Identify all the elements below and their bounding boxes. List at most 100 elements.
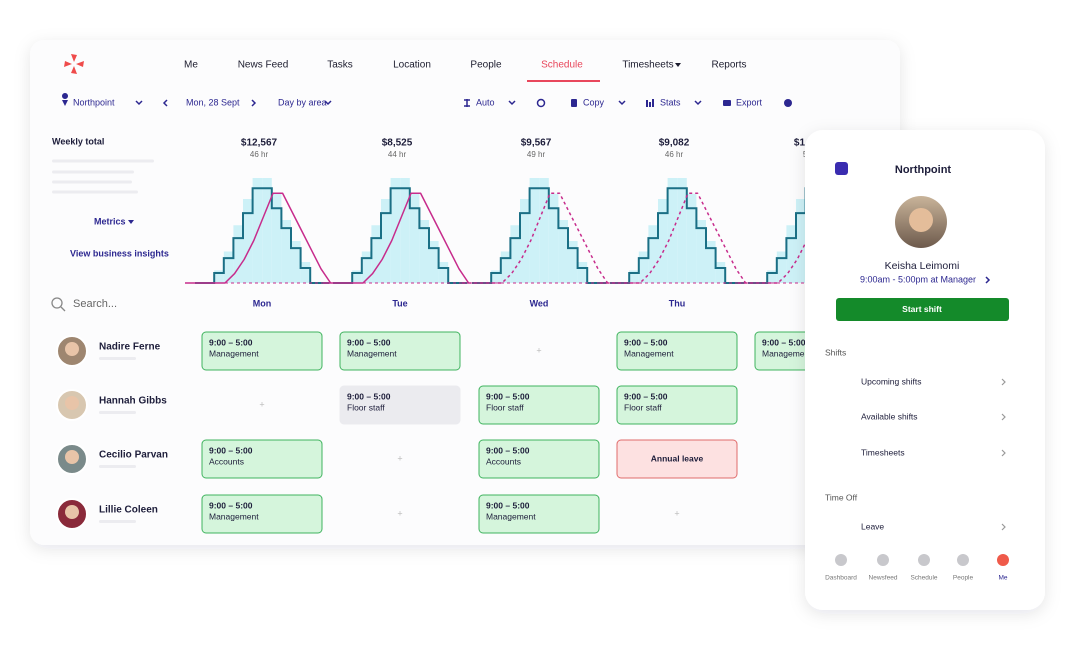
- start-shift-button[interactable]: Start shift: [902, 304, 942, 314]
- tab-label[interactable]: Newsfeed: [869, 575, 898, 582]
- placeholder-line: [52, 170, 134, 174]
- day-hours: 46 hr: [250, 150, 269, 159]
- day-cost: $12,567: [241, 138, 278, 149]
- shift-card[interactable]: [616, 439, 738, 479]
- nav-item[interactable]: Timesheets: [622, 60, 673, 71]
- add-shift[interactable]: +: [397, 508, 402, 518]
- nav-item[interactable]: Me: [184, 60, 198, 71]
- demand-bar: [786, 225, 796, 283]
- demand-bar: [371, 225, 381, 283]
- staff-name[interactable]: Lillie Coleen: [99, 505, 158, 516]
- nav-item[interactable]: Location: [393, 60, 431, 71]
- shift-card[interactable]: [616, 385, 738, 425]
- demand-bar: [400, 178, 410, 283]
- placeholder-line: [99, 411, 136, 414]
- shift-card[interactable]: [201, 494, 323, 534]
- add-shift[interactable]: +: [536, 345, 541, 355]
- chevron-right: [1001, 378, 1006, 386]
- shift-role: Management: [347, 348, 397, 358]
- shift-card[interactable]: [616, 331, 738, 371]
- user-shift[interactable]: 9:00am - 5:00pm at Manager: [860, 274, 976, 284]
- dropdown-arrow: [128, 220, 134, 224]
- tab-label[interactable]: Schedule: [910, 575, 937, 582]
- day-cost: $10,267: [794, 138, 831, 149]
- shift-card[interactable]: [339, 331, 461, 371]
- menu-item[interactable]: Available shifts: [861, 411, 918, 421]
- demand-bar: [361, 251, 372, 283]
- staff-name[interactable]: Hannah Gibbs: [99, 396, 167, 407]
- shift-card[interactable]: [478, 439, 600, 479]
- export-button[interactable]: Export: [736, 97, 763, 107]
- demand-bar: [429, 241, 439, 283]
- demand-bar: [438, 262, 449, 283]
- shift-role: Accounts: [486, 456, 521, 466]
- prev-arrow[interactable]: [162, 99, 168, 107]
- shift-card[interactable]: [478, 385, 600, 425]
- shift-role: Management: [486, 511, 536, 521]
- view-select[interactable]: Day by area: [278, 97, 327, 107]
- settings-button[interactable]: [784, 99, 792, 107]
- metrics-dropdown[interactable]: Metrics: [94, 216, 126, 226]
- shift-time: 9:00 – 5:00: [209, 445, 253, 455]
- shift-card[interactable]: [201, 439, 323, 479]
- avatar-face: [65, 342, 79, 356]
- add-shift[interactable]: +: [397, 453, 402, 463]
- date-label: Mon, 28 Sept: [186, 97, 240, 107]
- tab-label[interactable]: Dashboard: [825, 575, 857, 582]
- menu-item[interactable]: Upcoming shifts: [861, 376, 921, 386]
- tab-label[interactable]: People: [953, 575, 974, 582]
- nav-item[interactable]: People: [470, 60, 502, 71]
- add-shift[interactable]: +: [674, 508, 679, 518]
- search-input[interactable]: Search...: [73, 298, 117, 310]
- day-name: Thu: [669, 298, 686, 308]
- leave-label: Annual leave: [651, 453, 704, 463]
- shift-card[interactable]: [754, 331, 875, 371]
- auto-icon: [464, 99, 470, 107]
- day-hours: 49 hr: [527, 150, 546, 159]
- shift-role: Management: [209, 348, 259, 358]
- refresh-button[interactable]: [536, 98, 546, 108]
- demand-bar: [381, 199, 391, 283]
- day-cost: $8,525: [382, 138, 413, 149]
- menu-item[interactable]: Timesheets: [861, 447, 905, 457]
- shift-time: 9:00 – 5:00: [624, 337, 668, 347]
- shift-card[interactable]: [339, 385, 461, 425]
- nav-item[interactable]: Reports: [711, 60, 746, 71]
- staffing-line: [195, 187, 330, 284]
- section-title: Shifts: [825, 347, 846, 357]
- add-shift[interactable]: +: [259, 399, 264, 409]
- demand-bar: [629, 270, 639, 283]
- demand-bar: [577, 262, 588, 283]
- location-select[interactable]: Northpoint: [73, 97, 115, 107]
- demand-bar: [491, 270, 501, 283]
- next-arrow[interactable]: [251, 99, 257, 107]
- chevron-right: [1001, 449, 1006, 457]
- day-cost: $9,082: [659, 138, 690, 149]
- nav-item[interactable]: News Feed: [238, 60, 289, 71]
- shift-card[interactable]: [478, 494, 600, 534]
- day-cost: $9,567: [521, 138, 552, 149]
- copy-icon: [571, 99, 577, 107]
- stats-button[interactable]: Stats: [660, 97, 681, 107]
- demand-bar: [658, 199, 668, 283]
- shift-role: Accounts: [209, 456, 244, 466]
- start-shift-bg[interactable]: [836, 298, 1009, 321]
- shift-time: 9:00 – 5:00: [624, 391, 668, 401]
- demand-bar: [706, 241, 716, 283]
- nav-item[interactable]: Tasks: [327, 60, 353, 71]
- staff-name[interactable]: Nadire Ferne: [99, 342, 161, 353]
- staff-name[interactable]: Cecilio Parvan: [99, 450, 168, 461]
- insights-link[interactable]: View business insights: [70, 248, 169, 258]
- menu-item[interactable]: Leave: [861, 521, 884, 531]
- chevron: [694, 100, 702, 106]
- avatar-face: [65, 396, 79, 410]
- copy-button[interactable]: Copy: [583, 97, 605, 107]
- day-name: Mon: [253, 298, 272, 308]
- nav-item[interactable]: Schedule: [541, 60, 583, 71]
- shift-time: 9:00 – 5:00: [762, 337, 806, 347]
- auto-button[interactable]: Auto: [476, 97, 495, 107]
- shift-card[interactable]: [201, 331, 323, 371]
- shift-role: Management: [209, 511, 259, 521]
- tab-label[interactable]: Me: [998, 575, 1007, 582]
